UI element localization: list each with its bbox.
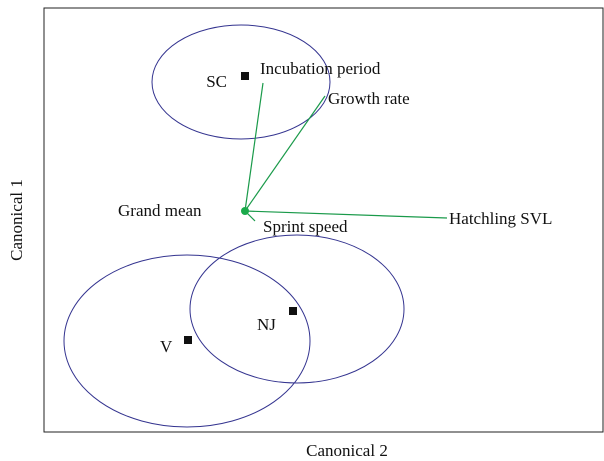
vector-label: Sprint speed — [263, 217, 348, 236]
vector-label: Hatchling SVL — [449, 209, 552, 228]
group-ellipse — [189, 234, 405, 384]
group-label: SC — [206, 72, 227, 91]
x-axis-label: Canonical 2 — [306, 441, 388, 460]
group-label: NJ — [257, 315, 276, 334]
group-centroid — [241, 72, 249, 80]
group-label: V — [160, 337, 173, 356]
vectors — [244, 82, 448, 222]
group-centroid — [289, 307, 297, 315]
vector-label: Incubation period — [260, 59, 381, 78]
vector-line — [244, 210, 448, 219]
y-axis-label: Canonical 1 — [7, 179, 26, 261]
center-label: Grand mean — [118, 201, 202, 220]
vector-line — [244, 82, 264, 212]
group-centroid — [184, 336, 192, 344]
vector-line — [244, 95, 326, 212]
plot-frame — [43, 7, 604, 433]
vector-label: Growth rate — [328, 89, 410, 108]
grand-mean-point — [241, 207, 249, 215]
group-ellipse — [63, 254, 311, 428]
group-ellipse — [151, 24, 331, 140]
